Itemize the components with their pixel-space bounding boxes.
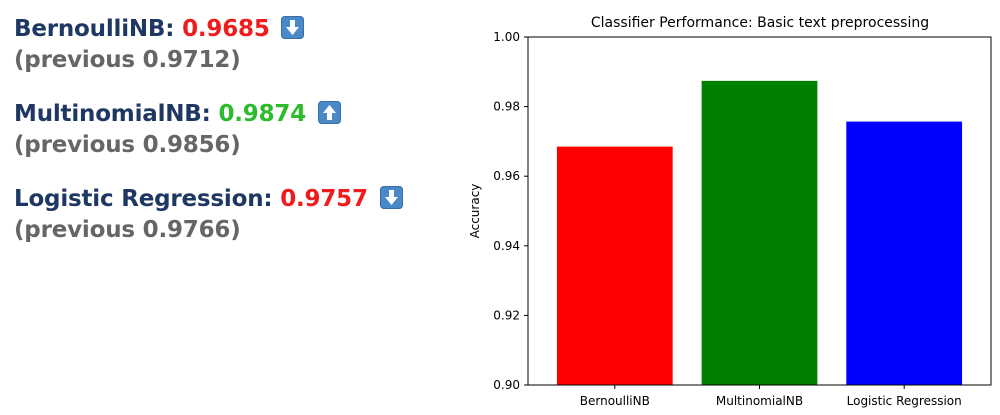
accuracy-value: 0.9685 [182, 16, 270, 42]
result-multinomialnb: MultinomialNB: 0.9874 (previous 0.9856) [14, 99, 403, 161]
bar-logistic-regression [846, 121, 963, 386]
bar-bernoullinb [556, 146, 673, 385]
accuracy-value: 0.9757 [280, 186, 368, 212]
classifier-name: BernoulliNB [14, 16, 166, 42]
y-tick-label: 0.92 [493, 308, 520, 322]
x-tick-label: BernoulliNB [580, 394, 650, 408]
y-tick-label: 0.90 [493, 378, 520, 392]
y-axis-label: Accuracy [468, 184, 482, 239]
up-arrow-button-icon [317, 101, 341, 124]
result-bernoullinb: BernoulliNB: 0.9685 (previous 0.9712) [14, 14, 403, 76]
results-panel: BernoulliNB: 0.9685 (previous 0.9712) Mu… [14, 14, 403, 269]
y-tick-label: 0.96 [493, 169, 520, 183]
previous-value: (previous 0.9856) [14, 132, 241, 158]
result-logistic-regression: Logistic Regression: 0.9757 (previous 0.… [14, 184, 403, 246]
bar-multinomialnb [701, 80, 818, 386]
accuracy-value: 0.9874 [218, 101, 307, 127]
x-tick-label: MultinomialNB [716, 394, 803, 408]
y-tick-label: 1.00 [493, 30, 520, 44]
y-tick-label: 0.98 [493, 100, 520, 114]
down-arrow-button-icon [281, 16, 305, 39]
chart-title: Classifier Performance: Basic text prepr… [591, 15, 929, 31]
y-tick-label: 0.94 [493, 239, 520, 253]
down-arrow-button-icon [379, 186, 403, 209]
x-tick-label: Logistic Regression [847, 394, 962, 408]
classifier-name: Logistic Regression [14, 186, 264, 212]
accuracy-bar-chart: Classifier Performance: Basic text prepr… [468, 15, 992, 408]
previous-value: (previous 0.9766) [14, 217, 241, 243]
previous-value: (previous 0.9712) [14, 47, 241, 73]
plot-area: BernoulliNB MultinomialNB Logistic Regress… [493, 30, 963, 408]
plot-frame [527, 36, 992, 386]
classifier-name: MultinomialNB [14, 101, 202, 127]
